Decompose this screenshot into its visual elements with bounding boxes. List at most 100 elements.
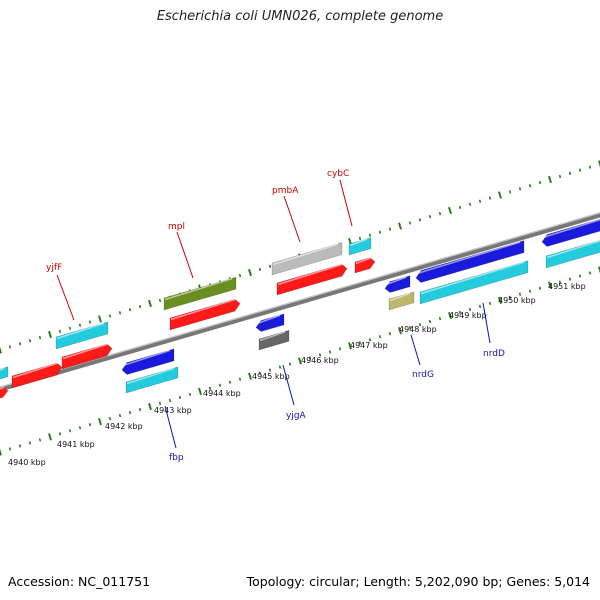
cds-bar-bevel <box>170 298 237 321</box>
scale-tick <box>568 171 572 175</box>
map-title: Escherichia coli UMN026, complete genome <box>156 9 444 24</box>
scale-tick <box>408 221 412 225</box>
scale-tick <box>258 267 262 272</box>
scale-label-4951: 4951 kbp <box>548 282 586 291</box>
scale-tick <box>318 353 322 357</box>
gene-bar-bevel <box>389 292 411 302</box>
scale-tick <box>538 286 542 290</box>
scale-tick <box>0 346 2 354</box>
scale-tick <box>68 429 72 433</box>
gene-bar-bevel <box>272 243 339 266</box>
cds-bar-bevel <box>416 241 521 275</box>
scale-tick <box>158 298 162 303</box>
scale-tick <box>458 310 462 315</box>
gene-label-fbp[interactable]: fbp <box>169 453 184 463</box>
scale-tick <box>258 371 262 375</box>
scale-tick <box>118 413 122 418</box>
gene-bar[interactable] <box>388 291 415 311</box>
scale-tick <box>438 316 442 321</box>
gene-bar[interactable] <box>348 237 372 256</box>
scale-tick <box>438 211 442 216</box>
genome-backbone-highlight <box>0 212 600 388</box>
scale-tick <box>598 266 600 274</box>
scale-label-4941: 4941 kbp <box>57 440 95 449</box>
scale-tick <box>368 338 372 342</box>
gene-label-nrdD[interactable]: nrdD <box>483 349 505 359</box>
scale-tick <box>168 398 172 403</box>
gene-label-nrdG[interactable]: nrdG <box>412 370 434 380</box>
scale-tick <box>238 377 242 381</box>
scale-tick <box>238 273 242 278</box>
scale-tick <box>428 215 432 219</box>
scale-tick <box>528 289 532 293</box>
scale-tick <box>198 387 202 395</box>
cds-bar-bevel <box>256 314 281 325</box>
feature-track <box>0 216 600 399</box>
scale-label-4946: 4946 kbp <box>301 356 339 365</box>
scale-tick <box>28 339 32 343</box>
gene-label-yjgA[interactable]: yjgA <box>286 411 307 421</box>
gene-bar-bevel <box>546 240 600 259</box>
cds-bar[interactable] <box>255 313 285 332</box>
scale-tick <box>78 426 82 430</box>
scale-tick <box>538 180 542 185</box>
cds-bar-bevel <box>122 349 171 367</box>
gene-bar[interactable] <box>258 329 290 351</box>
gene-bar[interactable] <box>419 260 529 305</box>
scale-tick <box>398 222 402 230</box>
cds-bar-bevel <box>385 276 407 286</box>
scale-tick <box>138 407 142 412</box>
scale-label-4943: 4943 kbp <box>154 406 192 415</box>
scale-tick <box>118 311 122 315</box>
scale-tick <box>478 304 482 309</box>
scale-tick <box>578 274 582 278</box>
gene-label-mpl[interactable]: mpl <box>168 222 185 232</box>
scale-tick <box>548 175 552 184</box>
scale-label-4942: 4942 kbp <box>105 422 143 431</box>
scale-tick <box>398 327 402 335</box>
cds-bar-bevel <box>12 362 59 379</box>
scale-tick <box>8 447 12 451</box>
scale-tick <box>588 165 592 169</box>
scale-tick <box>508 295 512 299</box>
gene-label-cybC[interactable]: cybC <box>327 169 349 179</box>
scale-tick <box>348 342 352 350</box>
scale-tick <box>478 199 482 203</box>
scale-tick <box>218 383 222 387</box>
scale-tick <box>278 365 282 369</box>
scale-label-4950: 4950 kbp <box>498 296 536 305</box>
scale-tick <box>0 448 2 456</box>
scale-tick <box>488 196 492 200</box>
scale-tick <box>248 268 252 277</box>
scale-tick <box>178 395 182 400</box>
leader-pmbA <box>283 195 301 243</box>
scale-tick <box>378 335 382 339</box>
scale-tick <box>588 271 592 275</box>
scale-tick <box>388 332 392 336</box>
gene-bar[interactable] <box>55 321 109 350</box>
gene-bar-bevel <box>259 331 286 342</box>
scale-tick <box>338 347 342 351</box>
gene-label-pmbA[interactable]: pmbA <box>272 186 299 196</box>
cds-bar[interactable] <box>384 275 411 293</box>
scale-tick <box>378 230 382 234</box>
genome-summary-text: Topology: circular; Length: 5,202,090 bp… <box>246 574 590 589</box>
scale-tick <box>508 190 512 194</box>
cds-bar[interactable] <box>541 216 600 247</box>
scale-tick <box>328 350 332 354</box>
scale-tick <box>98 418 102 426</box>
gene-label-yjfF[interactable]: yjfF <box>46 263 62 273</box>
scale-tick <box>578 168 582 172</box>
scale-tick <box>108 314 112 318</box>
scale-tick <box>158 401 162 406</box>
leader-nrdG <box>410 334 421 366</box>
inner-tick-track <box>0 266 600 456</box>
scale-tick <box>448 311 452 320</box>
accession-text: Accession: NC_011751 <box>8 574 151 589</box>
scale-label-4945: 4945 kbp <box>252 372 290 381</box>
scale-tick <box>358 236 362 241</box>
scale-tick <box>88 320 92 324</box>
scale-tick <box>558 280 562 284</box>
scale-tick <box>498 296 502 304</box>
